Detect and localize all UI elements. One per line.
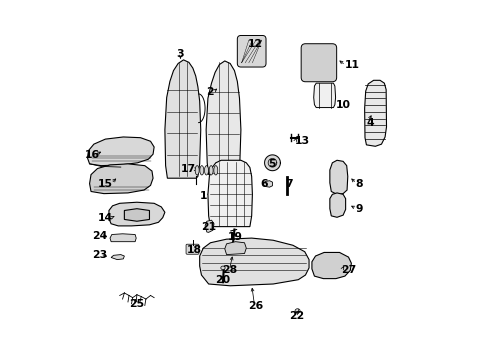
Text: 26: 26: [247, 301, 263, 311]
FancyBboxPatch shape: [301, 44, 336, 82]
Polygon shape: [87, 137, 154, 166]
Text: 8: 8: [355, 179, 363, 189]
Text: 22: 22: [288, 311, 304, 320]
Text: 24: 24: [92, 231, 107, 240]
Text: 3: 3: [176, 49, 183, 59]
Polygon shape: [311, 252, 351, 279]
Polygon shape: [313, 83, 335, 108]
FancyBboxPatch shape: [237, 36, 265, 67]
Polygon shape: [207, 160, 252, 226]
Ellipse shape: [195, 166, 199, 175]
Text: 27: 27: [341, 265, 356, 275]
Text: 10: 10: [335, 100, 350, 110]
Text: 14: 14: [97, 213, 112, 222]
Polygon shape: [89, 164, 153, 194]
Text: 15: 15: [97, 179, 112, 189]
Text: 20: 20: [215, 275, 230, 285]
Text: 23: 23: [92, 250, 107, 260]
Polygon shape: [364, 80, 386, 146]
Polygon shape: [110, 234, 136, 242]
Text: 11: 11: [344, 60, 359, 70]
Polygon shape: [224, 242, 246, 255]
Text: 5: 5: [267, 159, 275, 169]
Text: 18: 18: [186, 245, 202, 255]
Text: 9: 9: [355, 204, 363, 214]
Polygon shape: [199, 238, 308, 286]
Text: 25: 25: [129, 299, 144, 309]
Text: 17: 17: [181, 164, 196, 174]
Text: 19: 19: [227, 232, 243, 242]
Text: 7: 7: [285, 179, 293, 189]
Text: 2: 2: [206, 87, 214, 97]
Polygon shape: [264, 155, 280, 171]
Ellipse shape: [231, 242, 235, 245]
Ellipse shape: [204, 166, 208, 175]
Polygon shape: [204, 220, 214, 232]
Ellipse shape: [200, 166, 203, 175]
Text: 12: 12: [247, 39, 262, 49]
Polygon shape: [206, 61, 241, 175]
Polygon shape: [109, 202, 164, 226]
FancyBboxPatch shape: [185, 244, 199, 254]
Polygon shape: [262, 181, 272, 187]
Text: 13: 13: [294, 136, 309, 145]
Polygon shape: [329, 160, 347, 194]
Text: 16: 16: [85, 150, 100, 160]
Text: 28: 28: [222, 265, 237, 275]
Polygon shape: [329, 193, 345, 217]
Polygon shape: [267, 158, 276, 167]
Polygon shape: [164, 60, 201, 178]
Ellipse shape: [221, 266, 224, 270]
Text: 1: 1: [199, 191, 206, 201]
Text: 21: 21: [201, 222, 216, 231]
Text: 6: 6: [260, 179, 268, 189]
Polygon shape: [124, 209, 149, 221]
Polygon shape: [111, 255, 124, 260]
Ellipse shape: [213, 166, 217, 175]
Ellipse shape: [294, 309, 300, 313]
Text: 4: 4: [366, 118, 373, 128]
Ellipse shape: [209, 166, 213, 175]
